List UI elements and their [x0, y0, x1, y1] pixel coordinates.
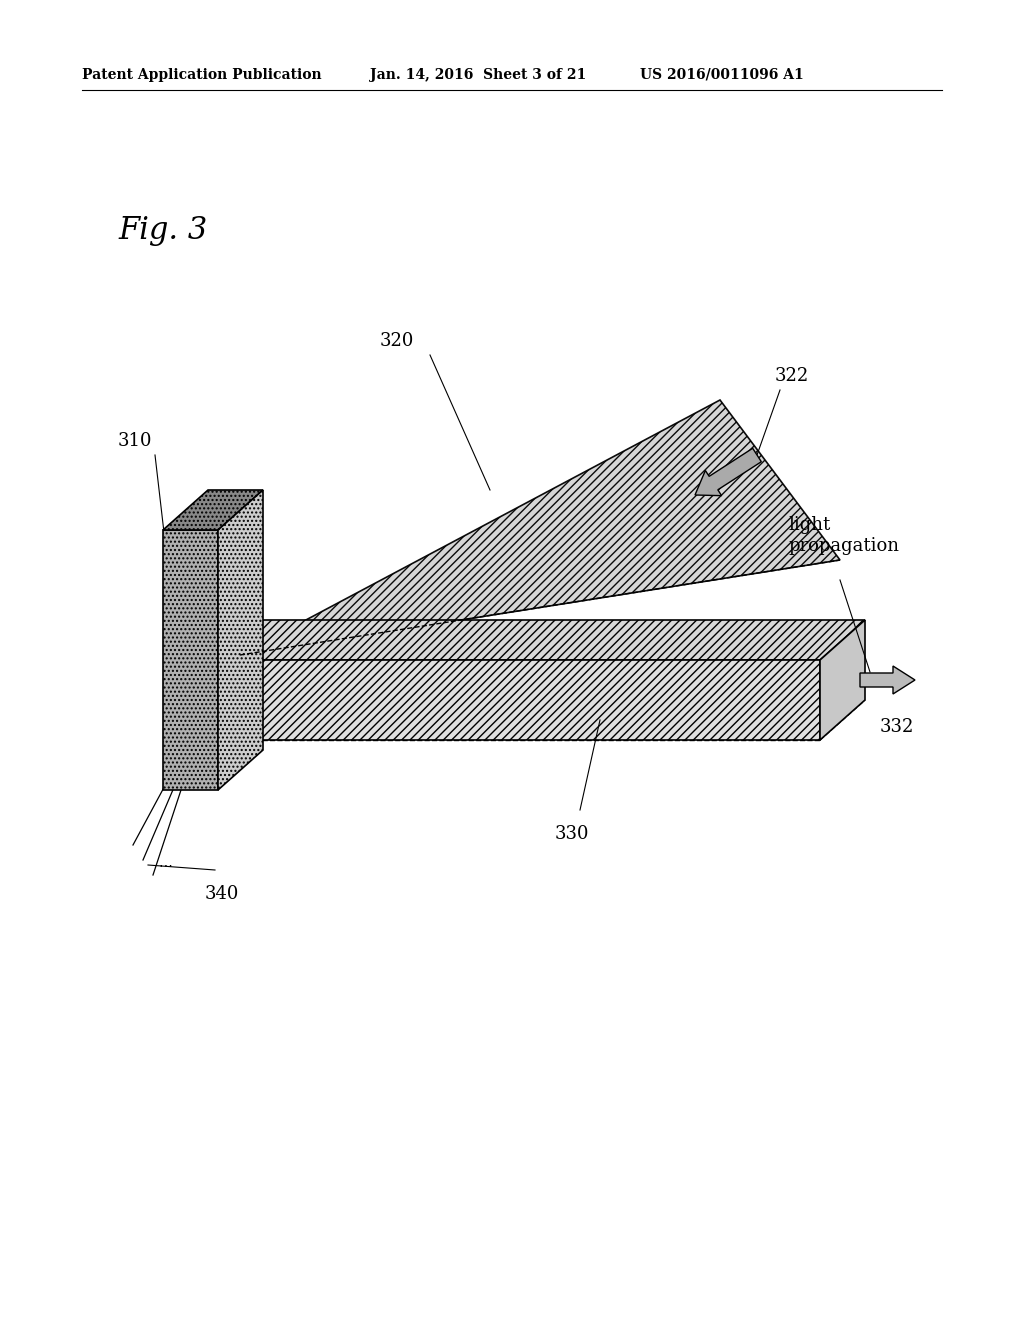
Text: Patent Application Publication: Patent Application Publication	[82, 69, 322, 82]
Polygon shape	[218, 490, 263, 789]
FancyArrow shape	[695, 449, 761, 496]
Text: light
propagation: light propagation	[788, 516, 899, 554]
Text: ⋯: ⋯	[158, 858, 172, 873]
Text: 322: 322	[775, 367, 809, 385]
Polygon shape	[240, 400, 840, 655]
Text: 340: 340	[205, 884, 240, 903]
Text: 310: 310	[118, 432, 153, 450]
Text: 320: 320	[380, 333, 415, 350]
Text: Fig. 3: Fig. 3	[118, 215, 207, 246]
Text: 330: 330	[555, 825, 590, 843]
Polygon shape	[218, 660, 820, 741]
FancyArrow shape	[860, 667, 915, 694]
Polygon shape	[163, 490, 263, 531]
Text: 332: 332	[880, 718, 914, 737]
Polygon shape	[218, 620, 865, 660]
Polygon shape	[163, 531, 218, 789]
Polygon shape	[820, 620, 865, 741]
Text: US 2016/0011096 A1: US 2016/0011096 A1	[640, 69, 804, 82]
Text: Jan. 14, 2016  Sheet 3 of 21: Jan. 14, 2016 Sheet 3 of 21	[370, 69, 587, 82]
